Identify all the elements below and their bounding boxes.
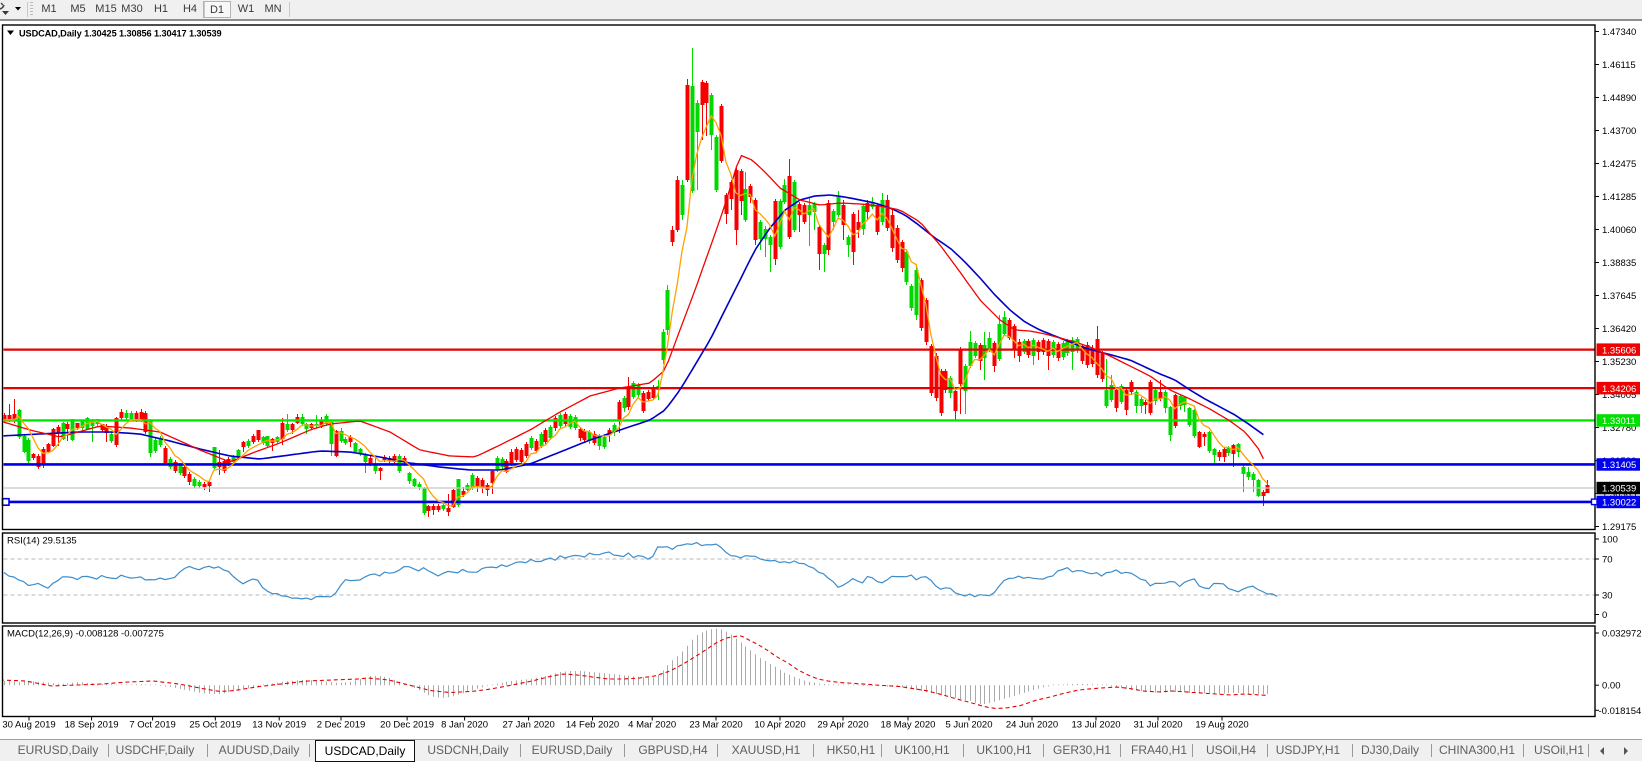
svg-text:24 Jun 2020: 24 Jun 2020 [1006,720,1058,731]
svg-text:1.35606: 1.35606 [1602,345,1636,356]
svg-text:1.41285: 1.41285 [1602,192,1636,203]
svg-text:1.40060: 1.40060 [1602,225,1636,236]
svg-text:23 Mar 2020: 23 Mar 2020 [689,720,742,731]
svg-text:100: 100 [1602,535,1618,546]
svg-text:1.31405: 1.31405 [1602,460,1636,471]
svg-text:1.42475: 1.42475 [1602,159,1636,170]
svg-text:1.32780: 1.32780 [1602,423,1636,434]
svg-text:30: 30 [1602,591,1613,602]
svg-text:1.44890: 1.44890 [1602,93,1636,104]
svg-text:1.30365: 1.30365 [1602,489,1636,500]
svg-text:1.34206: 1.34206 [1602,384,1636,395]
svg-text:1.38835: 1.38835 [1602,258,1636,269]
svg-text:13 Nov 2019: 13 Nov 2019 [252,720,306,731]
svg-text:20 Dec 2019: 20 Dec 2019 [380,720,434,731]
svg-text:RSI(14) 29.5135: RSI(14) 29.5135 [7,536,77,547]
svg-text:70: 70 [1602,555,1613,566]
svg-text:4 Mar 2020: 4 Mar 2020 [628,720,676,731]
svg-text:0.00: 0.00 [1602,681,1621,692]
svg-text:29 Apr 2020: 29 Apr 2020 [817,720,868,731]
svg-text:1.43700: 1.43700 [1602,126,1636,137]
svg-text:13 Jul 2020: 13 Jul 2020 [1071,720,1120,731]
svg-text:1.37645: 1.37645 [1602,291,1636,302]
svg-text:0.032972: 0.032972 [1602,629,1642,640]
svg-text:0: 0 [1602,610,1607,621]
svg-text:1.35230: 1.35230 [1602,357,1636,368]
svg-text:1.34005: 1.34005 [1602,390,1636,401]
svg-text:1.46115: 1.46115 [1602,60,1636,71]
svg-text:31 Jul 2020: 31 Jul 2020 [1133,720,1182,731]
svg-text:18 May 2020: 18 May 2020 [881,720,936,731]
svg-text:8 Jan 2020: 8 Jan 2020 [441,720,488,731]
svg-text:30 Aug 2019: 30 Aug 2019 [2,720,55,731]
svg-text:18 Sep 2019: 18 Sep 2019 [65,720,119,731]
svg-text:1.29175: 1.29175 [1602,522,1636,533]
svg-text:14 Feb 2020: 14 Feb 2020 [566,720,619,731]
svg-text:-0.018154: -0.018154 [1599,706,1642,717]
svg-text:27 Jan 2020: 27 Jan 2020 [502,720,554,731]
svg-text:1.30022: 1.30022 [1602,498,1636,509]
svg-text:USDCAD,Daily 1.30425 1.30856: USDCAD,Daily 1.30425 1.30856 1.30417 1.3… [19,28,221,38]
svg-text:1.36420: 1.36420 [1602,324,1636,335]
svg-text:1.30539: 1.30539 [1602,484,1636,495]
svg-text:7 Oct 2019: 7 Oct 2019 [129,720,175,731]
svg-text:1.47340: 1.47340 [1602,27,1636,38]
svg-text:5 Jun 2020: 5 Jun 2020 [945,720,992,731]
svg-text:19 Aug 2020: 19 Aug 2020 [1195,720,1248,731]
svg-text:10 Apr 2020: 10 Apr 2020 [754,720,805,731]
svg-text:1.33011: 1.33011 [1602,416,1636,427]
svg-text:25 Oct 2019: 25 Oct 2019 [189,720,241,731]
svg-text:2 Dec 2019: 2 Dec 2019 [317,720,366,731]
svg-text:MACD(12,26,9) -0.008128 -0.007: MACD(12,26,9) -0.008128 -0.007275 [7,629,164,640]
